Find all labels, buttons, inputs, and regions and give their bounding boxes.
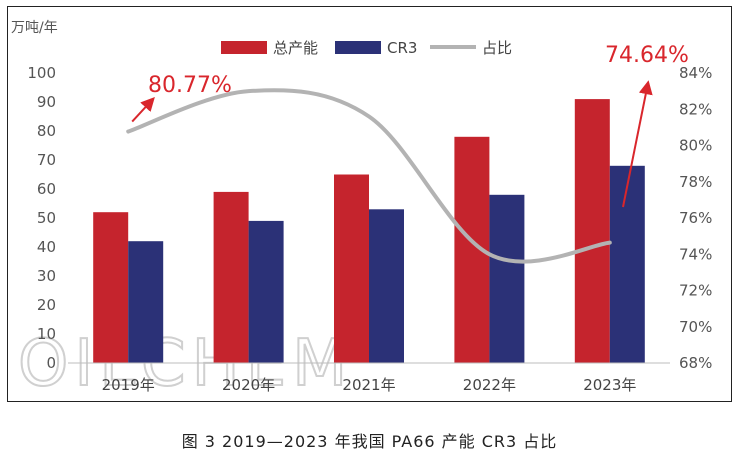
y-left-tick-label: 50 (37, 209, 56, 227)
y-left-tick-label: 80 (37, 122, 56, 140)
bar-cr3 (369, 209, 404, 363)
chart-frame: OILCHEM 万吨/年 0 10 20 30 40 50 60 70 80 90 100 68% 70%… (7, 6, 732, 402)
y-left-tick-label: 20 (37, 296, 56, 314)
y-right-tick-label: 78% (679, 173, 712, 191)
y-left-tick-label: 0 (46, 354, 56, 372)
y-right-tick-label: 76% (679, 209, 712, 227)
figure-caption: 图 3 2019—2023 年我国 PA66 产能 CR3 占比 (181, 432, 558, 451)
y-right-tick-label: 72% (679, 282, 712, 300)
y-right-tick-label: 70% (679, 318, 712, 336)
annotation-2019-ratio: 80.77% (148, 73, 232, 98)
legend-ratio-label: 占比 (482, 39, 512, 57)
annotation-2023-ratio: 74.64% (605, 43, 689, 68)
x-tick-label: 2020年 (222, 376, 275, 394)
y-right-tick-label: 80% (679, 137, 712, 155)
annotation-arrow-2023 (622, 80, 653, 208)
y-left-tick-label: 70 (37, 151, 56, 169)
chart-svg: OILCHEM 万吨/年 0 10 20 30 40 50 60 70 80 90 100 68% 70%… (11, 20, 712, 401)
y-left-tick-label: 100 (27, 64, 56, 82)
bar-total-capacity (574, 99, 610, 363)
bar-cr3 (489, 194, 525, 363)
legend-total-capacity-swatch (221, 41, 267, 54)
y-left-tick-label: 10 (37, 325, 56, 343)
x-tick-label: 2022年 (463, 376, 516, 394)
y-axis-unit: 万吨/年 (11, 20, 58, 36)
watermark-text: OILCHEM (18, 327, 353, 401)
ratio-line (126, 88, 612, 264)
x-tick-label: 2023年 (583, 376, 636, 394)
bar-cr3 (609, 165, 645, 363)
legend-cr3-label: CR3 (387, 39, 417, 57)
y-right-tick-label: 68% (679, 354, 712, 372)
y-right-tick-label: 82% (679, 100, 712, 118)
legend-cr3-swatch (335, 41, 381, 54)
bar-total-capacity (213, 191, 249, 363)
y-right-tick-label: 84% (679, 64, 712, 82)
x-tick-label: 2021年 (342, 376, 395, 394)
bar-total-capacity (93, 212, 129, 363)
bar-cr3 (128, 241, 164, 363)
legend-total-capacity-label: 总产能 (273, 39, 318, 57)
y-left-tick-label: 40 (37, 238, 56, 256)
x-tick-label: 2019年 (102, 376, 155, 394)
y-left-tick-label: 60 (37, 180, 56, 198)
bar-cr3 (248, 220, 284, 363)
bar-total-capacity (334, 174, 369, 363)
y-right-tick-label: 74% (679, 245, 712, 263)
annotation-arrow-2019 (131, 96, 155, 123)
y-left-tick-label: 30 (37, 267, 56, 285)
y-left-tick-label: 90 (37, 93, 56, 111)
